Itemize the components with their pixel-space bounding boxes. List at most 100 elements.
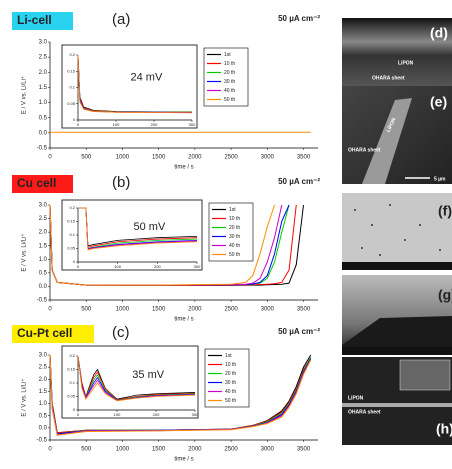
x-tick-label: 300 — [194, 264, 201, 269]
y-tick-label: 1.0 — [39, 257, 48, 263]
x-axis-label: time / s — [174, 165, 193, 171]
x-tick-label: 100 — [113, 122, 120, 127]
legend-label: 1st — [225, 353, 232, 359]
y-tick-label: 2.5 — [39, 216, 48, 222]
x-tick-label: 200 — [151, 122, 158, 127]
panel-label: (e) — [430, 94, 447, 110]
panel-label: (c) — [112, 324, 130, 341]
y-tick-label: 0.0 — [39, 130, 48, 136]
x-tick-label: 1500 — [152, 155, 166, 161]
y-tick-label: 0.1 — [69, 85, 75, 90]
x-tick-label: 1000 — [116, 447, 130, 453]
y-tick-label: 0.2 — [69, 205, 75, 210]
y-axis-label: E / V vs. Li/Li⁺ — [21, 76, 28, 114]
x-tick-label: 3000 — [261, 447, 275, 453]
x-tick-label: 1000 — [116, 155, 130, 161]
y-tick-label: 0.5 — [39, 270, 48, 276]
y-tick-label: 3.0 — [39, 353, 48, 359]
figure: (d) LiPON OHARA sheet (e) LiPON OHARA sh… — [0, 0, 452, 469]
x-tick-label: 3500 — [297, 307, 311, 313]
x-tick-label: 2000 — [188, 447, 202, 453]
y-tick-label: 0.05 — [67, 101, 76, 106]
y-tick-label: 2.0 — [39, 70, 48, 76]
legend-label: 30 th — [225, 380, 236, 386]
legend-label: 50 th — [224, 97, 235, 103]
panel-label: (g) — [438, 287, 452, 303]
legend-label: 20 th — [224, 70, 235, 76]
x-tick-label: 3500 — [297, 447, 311, 453]
x-tick-label: 300 — [192, 412, 199, 417]
sem-d: (d) LiPON OHARA sheet — [342, 18, 452, 86]
legend-label: 10 th — [225, 362, 236, 368]
panel-label: (h) — [436, 421, 452, 437]
x-tick-label: 3000 — [261, 155, 275, 161]
y-tick-label: -0.5 — [37, 438, 48, 444]
x-tick-label: 2000 — [188, 155, 202, 161]
legend-label: 50 th — [225, 398, 236, 404]
legend-label: 20 th — [229, 225, 240, 231]
legend-label: 40 th — [229, 243, 240, 249]
sem-e: (e) LiPON OHARA sheet 5 µm — [342, 86, 452, 184]
y-tick-label: 0.0 — [39, 425, 48, 431]
y-tick-label: 1.5 — [39, 389, 48, 395]
legend-label: 20 th — [225, 371, 236, 377]
x-tick-label: 0 — [48, 307, 52, 313]
info-bar — [342, 262, 452, 270]
legend-label: 40 th — [225, 389, 236, 395]
y-tick-label: 0.1 — [69, 232, 75, 237]
inset-frame — [62, 346, 198, 418]
y-tick-label: 0.5 — [39, 413, 48, 419]
y-tick-label: 0.2 — [69, 52, 75, 57]
image-label: LiPON — [398, 60, 414, 66]
y-tick-label: 0.15 — [67, 68, 76, 73]
y-tick-label: 0.05 — [67, 246, 76, 251]
image — [342, 193, 452, 270]
x-axis-label: time / s — [174, 317, 193, 323]
image-label: OHARA sheet — [348, 409, 381, 415]
legend-label: 10 th — [229, 216, 240, 222]
y-tick-label: 2.5 — [39, 55, 48, 61]
x-tick-label: 100 — [114, 412, 121, 417]
y-tick-label: 1.0 — [39, 100, 48, 106]
scale-label: 5 µm — [434, 176, 446, 182]
image-label: LiPON — [348, 395, 364, 401]
legend-label: 1st — [224, 52, 231, 58]
y-tick-label: 0.15 — [67, 367, 76, 372]
x-tick-label: 500 — [81, 155, 92, 161]
x-tick-label: 0 — [48, 447, 52, 453]
y-tick-label: 0.05 — [67, 394, 76, 399]
x-tick-label: 2500 — [224, 155, 238, 161]
current-density: 50 µA cm⁻² — [278, 177, 320, 186]
sem-h: LiPON OHARA sheet (h) — [342, 357, 452, 445]
x-tick-label: 200 — [154, 264, 161, 269]
x-tick-label: 200 — [153, 412, 160, 417]
image-label: OHARA sheet — [348, 147, 381, 153]
x-tick-label: 300 — [189, 122, 196, 127]
y-tick-label: -0.5 — [37, 146, 48, 152]
y-axis-label: E / V vs. Li/Li⁺ — [21, 378, 28, 416]
legend-label: 40 th — [224, 88, 235, 94]
x-tick-label: 500 — [81, 447, 92, 453]
x-tick-label: 1000 — [116, 307, 130, 313]
inset-frame — [62, 45, 197, 128]
image-label: OHARA sheet — [372, 75, 405, 81]
layer — [342, 403, 452, 407]
sem-g: (g) — [342, 275, 452, 355]
legend-label: 30 th — [224, 79, 235, 85]
x-tick-label: 1500 — [152, 447, 166, 453]
panel-label: (b) — [112, 174, 130, 191]
x-axis-label: time / s — [174, 457, 193, 463]
y-tick-label: 0.1 — [69, 380, 75, 385]
annotation: 35 mV — [132, 369, 164, 381]
y-tick-label: 0.0 — [39, 284, 48, 290]
y-tick-label: 1.5 — [39, 243, 48, 249]
y-tick-label: 1.0 — [39, 401, 48, 407]
x-tick-label: 0 — [48, 155, 52, 161]
legend-label: 50 th — [229, 252, 240, 258]
cell-label: Cu cell — [17, 176, 56, 190]
y-tick-label: 2.0 — [39, 377, 48, 383]
x-tick-label: 2500 — [224, 447, 238, 453]
panel-label: (d) — [430, 25, 448, 41]
current-density: 50 µA cm⁻² — [278, 327, 320, 336]
y-tick-label: -0.5 — [37, 298, 48, 304]
